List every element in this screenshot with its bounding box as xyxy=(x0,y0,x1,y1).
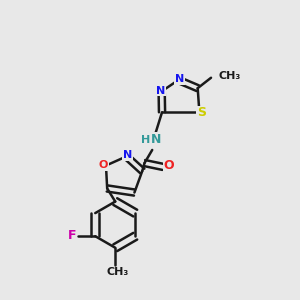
Text: N: N xyxy=(175,74,184,84)
Text: F: F xyxy=(68,229,76,242)
Text: H: H xyxy=(141,135,151,145)
Text: O: O xyxy=(164,159,175,172)
Text: O: O xyxy=(99,160,108,170)
Text: S: S xyxy=(197,106,206,119)
Text: CH₃: CH₃ xyxy=(106,267,129,278)
Text: N: N xyxy=(151,134,161,146)
Text: CH₃: CH₃ xyxy=(219,71,241,81)
Text: N: N xyxy=(156,85,166,96)
Text: N: N xyxy=(123,150,132,160)
